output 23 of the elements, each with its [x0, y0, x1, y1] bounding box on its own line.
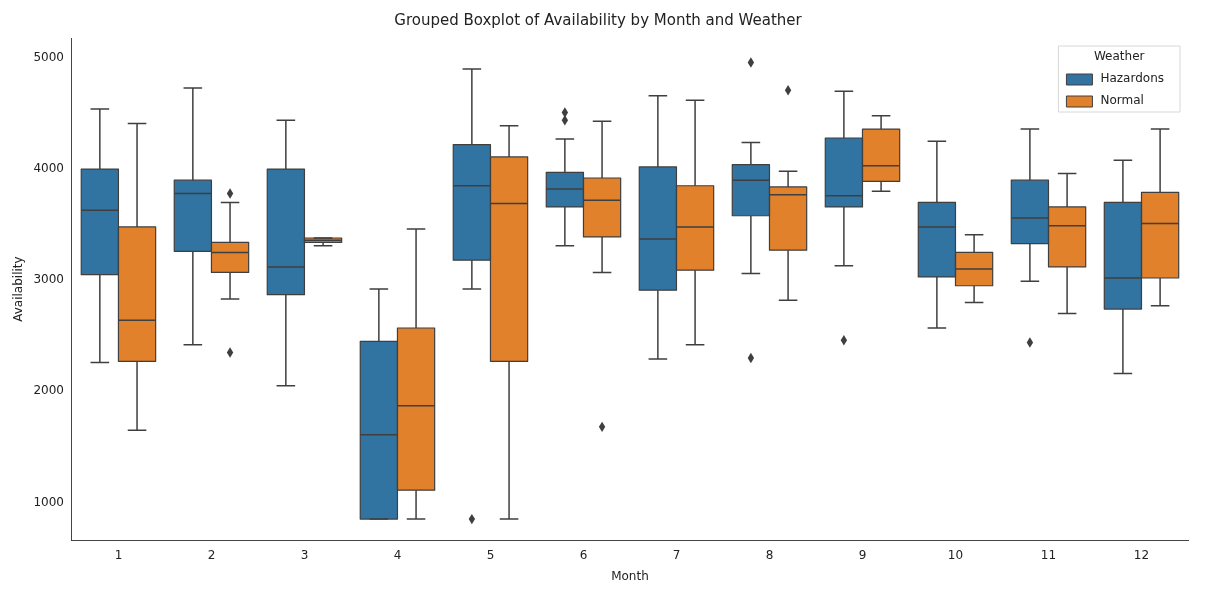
- x-tick-label: 3: [300, 547, 309, 562]
- x-tick-label: 5: [486, 547, 495, 562]
- x-tick-label: 8: [765, 547, 774, 562]
- legend-label: Normal: [1100, 93, 1144, 108]
- x-tick-label: 4: [393, 547, 402, 562]
- y-axis-title: Availability: [11, 256, 26, 322]
- chart-title: Grouped Boxplot of Availability by Month and Weather: [394, 10, 803, 29]
- x-tick-label: 6: [579, 547, 588, 562]
- y-tick-label: 5000: [33, 50, 64, 65]
- x-tick-label: 7: [672, 547, 681, 562]
- x-axis-title: Month: [611, 568, 649, 583]
- x-tick-label: 11: [1040, 547, 1057, 562]
- x-tick-label: 10: [947, 547, 964, 562]
- legend-title: Weather: [1093, 49, 1145, 64]
- y-tick-label: 1000: [33, 494, 64, 509]
- x-tick-label: 9: [858, 547, 867, 562]
- legend-label: Hazardons: [1100, 71, 1165, 86]
- y-tick-label: 2000: [33, 383, 64, 398]
- y-tick-label: 4000: [33, 161, 64, 176]
- x-tick-label: 1: [114, 547, 123, 562]
- x-tick-label: 2: [207, 547, 216, 562]
- y-tick-label: 3000: [33, 272, 64, 287]
- x-tick-label: 12: [1133, 547, 1150, 562]
